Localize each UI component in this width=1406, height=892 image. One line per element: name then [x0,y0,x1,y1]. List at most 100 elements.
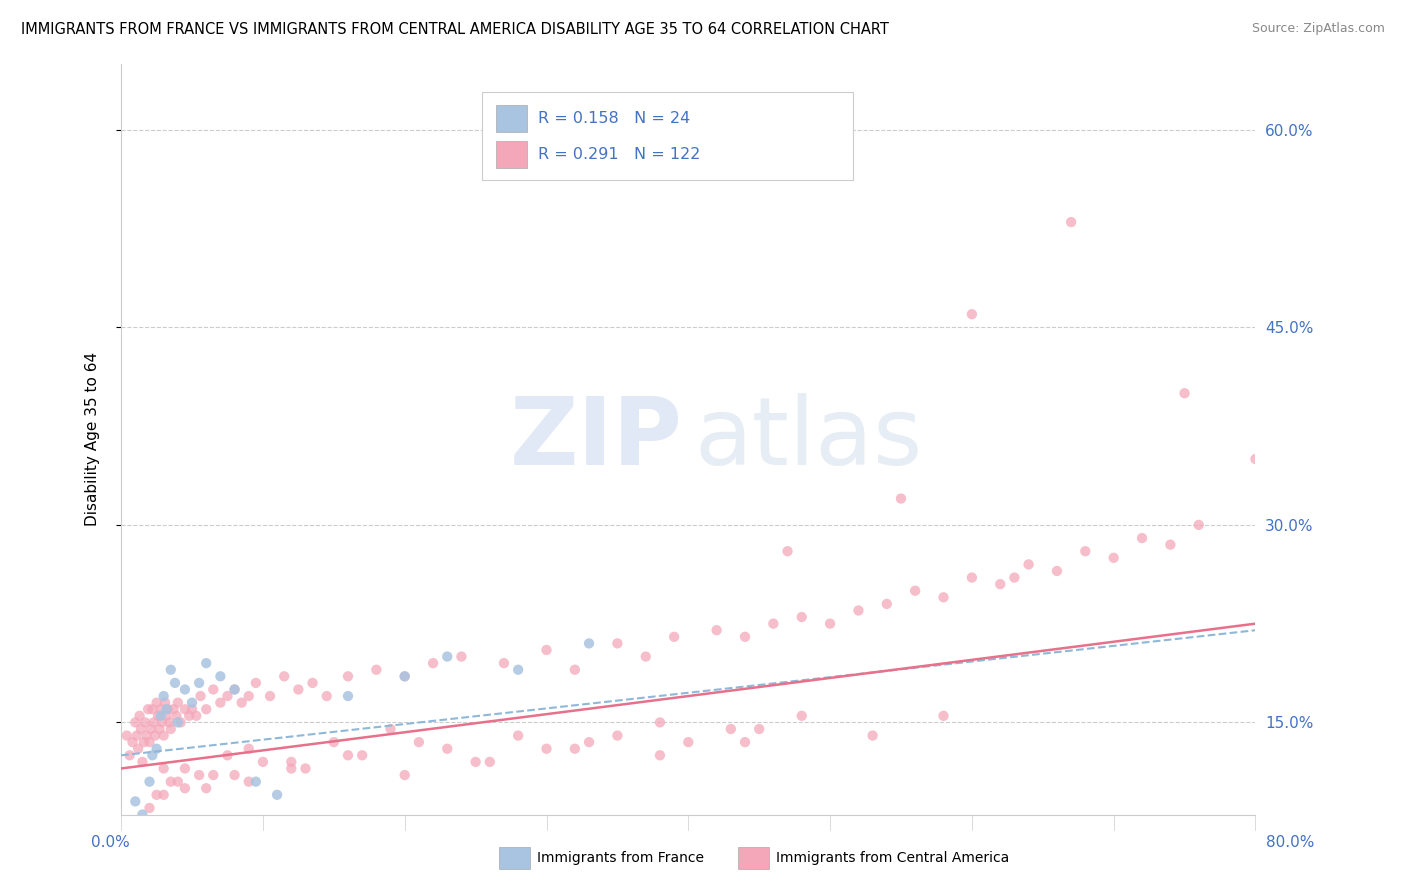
Point [115,729,138,743]
Point [1159,538,1181,552]
Point [195,781,218,796]
Point [209,696,232,710]
Point [202,768,225,782]
Point [174,702,197,716]
Point [195,656,218,670]
Point [904,583,927,598]
Point [408,735,430,749]
Point [146,708,169,723]
Point [174,781,197,796]
Point [141,702,163,716]
Point [648,715,671,730]
Point [145,788,167,802]
Point [150,715,173,730]
Point [734,630,756,644]
Point [337,748,360,763]
Point [148,722,170,736]
Text: Source: ZipAtlas.com: Source: ZipAtlas.com [1251,22,1385,36]
Point [280,762,302,776]
Point [166,774,188,789]
Text: 0.0%: 0.0% [91,836,131,850]
Point [166,696,188,710]
Point [252,755,274,769]
Point [578,735,600,749]
Point [1173,386,1195,401]
Point [143,729,166,743]
Point [492,656,515,670]
Point [422,656,444,670]
Point [352,748,374,763]
Point [478,755,501,769]
Point [141,748,163,763]
Point [134,715,156,730]
Point [165,708,187,723]
Point [380,722,402,736]
Point [301,676,323,690]
Point [848,603,870,617]
Point [174,682,197,697]
Point [988,577,1011,591]
Point [224,768,246,782]
Point [960,307,983,321]
Point [179,708,201,723]
Point [159,663,181,677]
Point [436,741,458,756]
Point [762,616,785,631]
Point [394,669,416,683]
Point [394,669,416,683]
Point [153,696,176,710]
Point [138,774,160,789]
Point [145,741,167,756]
Point [238,774,260,789]
Point [634,649,657,664]
Point [202,682,225,697]
Point [536,643,558,657]
Point [287,682,309,697]
Point [960,570,983,584]
Point [776,544,799,558]
Point [932,708,955,723]
Point [159,722,181,736]
Point [170,715,193,730]
Point [1130,531,1153,545]
Point [245,676,267,690]
Point [145,696,167,710]
Point [238,689,260,703]
Point [129,722,152,736]
Point [394,768,416,782]
Point [142,715,165,730]
Text: ZIP: ZIP [510,393,683,485]
Point [1018,558,1040,572]
Point [156,702,179,716]
Point [155,708,177,723]
Text: R = 0.291   N = 122: R = 0.291 N = 122 [538,147,700,161]
Text: R = 0.158   N = 24: R = 0.158 N = 24 [538,112,690,126]
Point [181,702,204,716]
Point [876,597,898,611]
Point [678,735,700,749]
Point [648,748,671,763]
Point [152,762,174,776]
Point [1102,550,1125,565]
Point [135,729,157,743]
Point [890,491,912,506]
Point [124,715,146,730]
Point [1046,564,1069,578]
Point [734,735,756,749]
Point [790,610,813,624]
Point [163,676,186,690]
Point [273,669,295,683]
Point [127,741,149,756]
Point [245,774,267,789]
Point [280,755,302,769]
Point [217,748,239,763]
Point [932,591,955,605]
Point [231,696,253,710]
Point [536,741,558,756]
Point [162,702,184,716]
Point [662,630,685,644]
Point [121,735,143,749]
Point [259,689,281,703]
Point [174,762,197,776]
Point [125,729,148,743]
